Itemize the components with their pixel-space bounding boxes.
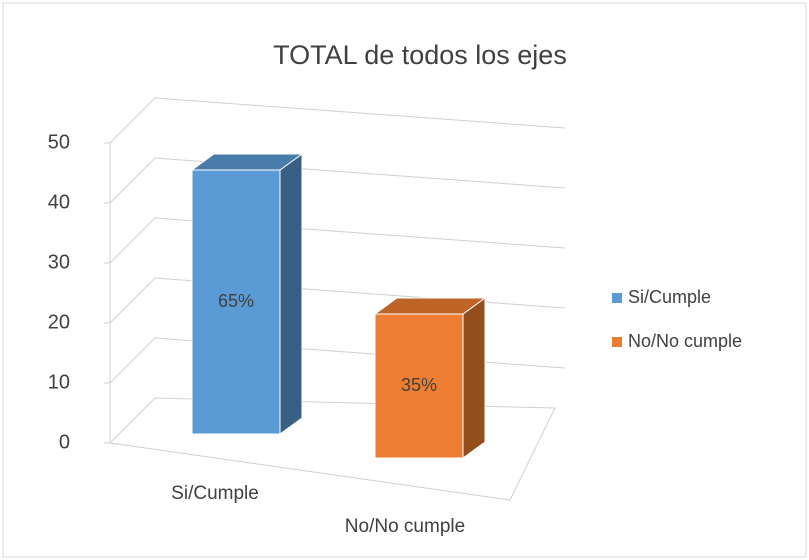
data-label: 35% [401, 375, 437, 395]
y-tick-label: 20 [48, 311, 70, 333]
grid-line [109, 97, 566, 144]
y-tick-label: 40 [48, 191, 70, 213]
bar-side [462, 297, 486, 459]
legend-swatch [612, 337, 622, 347]
bar [374, 313, 464, 459]
grid-line [109, 157, 566, 204]
legend-swatch [612, 293, 622, 303]
y-tick-label: 10 [48, 371, 70, 393]
chart-title: TOTAL de todos los ejes [273, 40, 567, 70]
bar [191, 169, 281, 435]
data-label: 65% [218, 291, 254, 311]
bar-side [279, 153, 303, 435]
legend-label: Si/Cumple [628, 287, 711, 307]
x-tick-label: No/No cumple [345, 516, 465, 537]
y-tick-label: 0 [59, 431, 70, 453]
y-tick-label: 50 [48, 131, 70, 153]
x-tick-label: Si/Cumple [171, 483, 259, 504]
floor [108, 397, 556, 501]
grid-line [109, 217, 566, 264]
legend-label: No/No cumple [628, 331, 742, 351]
y-tick-label: 30 [48, 251, 70, 273]
